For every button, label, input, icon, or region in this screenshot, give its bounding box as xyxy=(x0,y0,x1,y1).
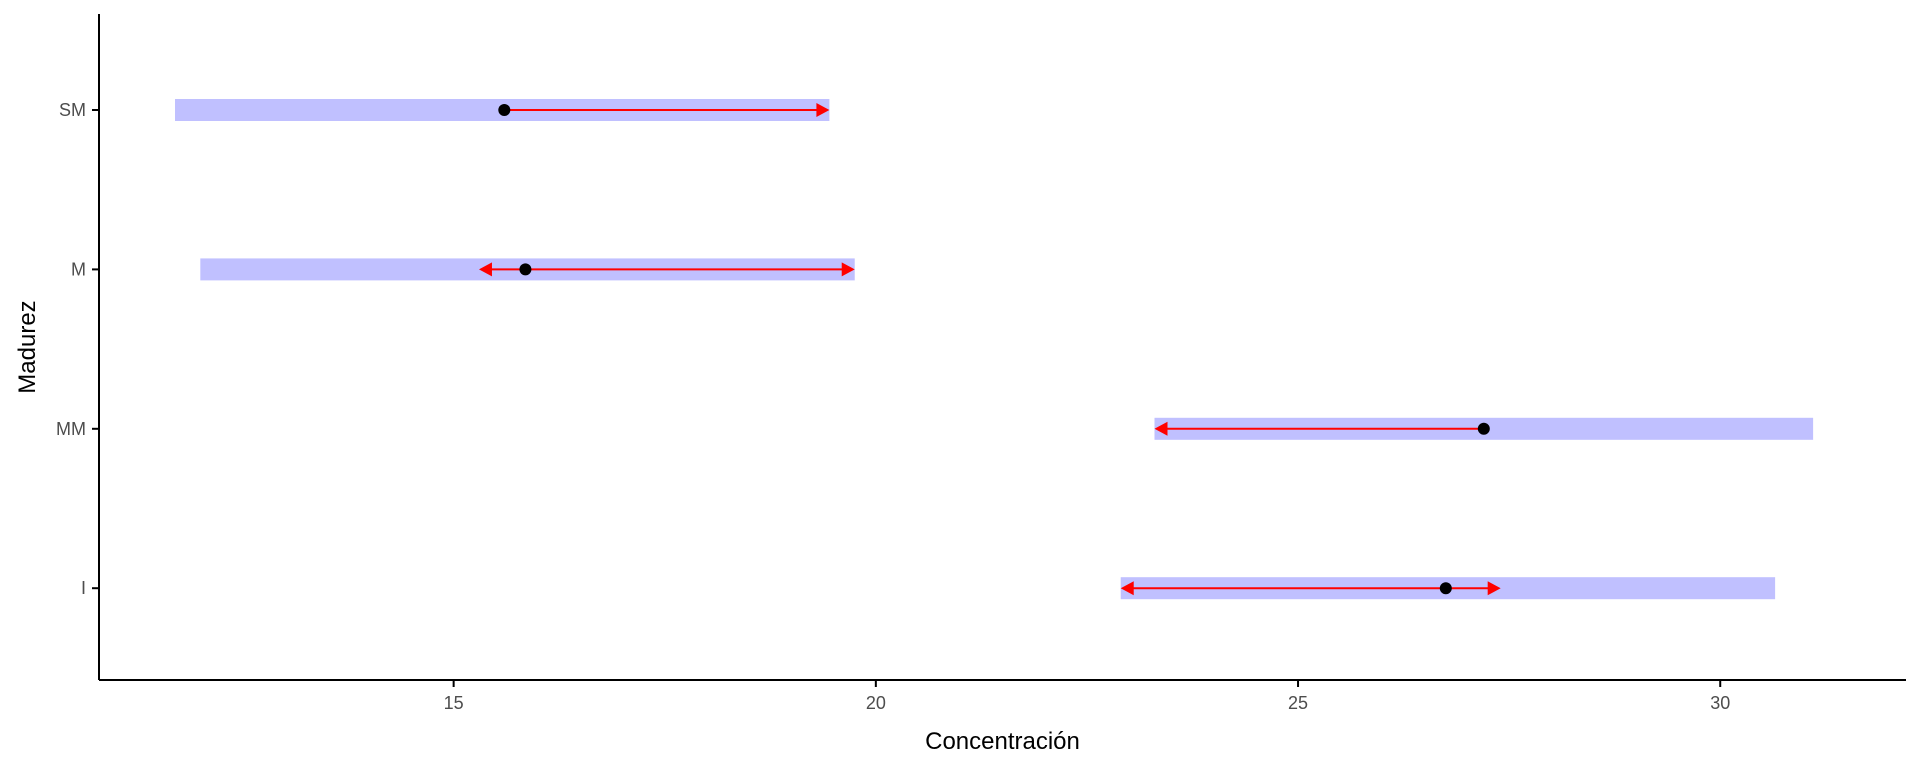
points-layer xyxy=(498,104,1490,595)
x-tick-label: 30 xyxy=(1710,693,1730,713)
x-axis-ticks: 15 20 25 30 xyxy=(444,680,1730,713)
y-tick-label: M xyxy=(71,259,86,279)
arrows-layer xyxy=(478,103,1501,596)
arrowhead-left-mm xyxy=(1154,421,1168,436)
x-tick-label: 25 xyxy=(1288,693,1308,713)
y-tick-label: SM xyxy=(59,100,86,120)
arrowhead-left-i xyxy=(1120,581,1134,596)
y-tick-label: I xyxy=(81,578,86,598)
data-point-m xyxy=(519,263,532,276)
y-tick-label: MM xyxy=(56,419,86,439)
y-axis-title: Madurez xyxy=(14,300,41,393)
x-axis-title: Concentración xyxy=(925,728,1080,755)
arrowhead-right-i xyxy=(1487,581,1501,596)
x-tick-label: 20 xyxy=(866,693,886,713)
data-point-sm xyxy=(498,104,511,116)
x-tick-label: 15 xyxy=(444,693,464,713)
bands-layer xyxy=(174,99,1814,600)
arrowhead-left-m xyxy=(478,262,492,277)
arrowhead-right-sm xyxy=(816,103,830,117)
data-point-i xyxy=(1439,582,1452,595)
data-point-mm xyxy=(1477,422,1490,435)
arrowhead-right-m xyxy=(841,262,855,277)
